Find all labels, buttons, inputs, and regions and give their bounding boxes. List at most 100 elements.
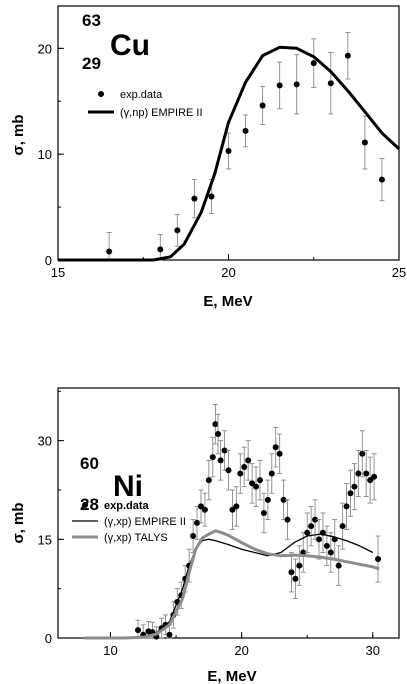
y-tick-label: 30 xyxy=(38,434,52,449)
x-tick-label: 25 xyxy=(392,265,406,280)
data-point xyxy=(190,533,197,540)
data-point xyxy=(237,470,244,477)
chart-cu-legend: exp.data (γ,np) EMPIRE II xyxy=(88,89,203,119)
data-point xyxy=(208,193,215,200)
data-point xyxy=(375,556,382,563)
data-point xyxy=(310,60,317,67)
data-point xyxy=(327,549,334,556)
data-point xyxy=(174,227,181,234)
data-point xyxy=(315,536,322,543)
data-point xyxy=(268,470,275,477)
data-point xyxy=(296,562,303,569)
chart-ni-frame xyxy=(57,387,400,639)
data-point xyxy=(233,503,240,510)
x-tick-label: 15 xyxy=(51,265,65,280)
chart-cu: 15 20 25 0 10 20 63 29 Cu E, MeV σ, mb exp.da… xyxy=(10,5,406,310)
legend-marker xyxy=(98,91,104,97)
chart-cu-atomic-number: 29 xyxy=(82,54,101,73)
data-point xyxy=(225,147,232,154)
y-tick-label: 10 xyxy=(38,147,52,162)
data-point xyxy=(201,506,208,513)
data-point xyxy=(378,176,385,183)
chart-ni-legend: exp.data (γ,xp) EMPIRE II (γ,xp) TALYS xyxy=(72,500,186,544)
data-point xyxy=(212,421,219,428)
data-point xyxy=(225,467,232,474)
legend-label: exp.data xyxy=(104,500,150,512)
chart-cu-x-axis-label: E, MeV xyxy=(203,293,252,310)
data-point xyxy=(135,627,142,634)
y-tick-label: 15 xyxy=(38,532,52,547)
data-point xyxy=(253,483,260,490)
data-point xyxy=(300,549,307,556)
data-point xyxy=(327,80,334,87)
series-line xyxy=(84,533,374,639)
data-point xyxy=(209,454,216,461)
data-point xyxy=(197,503,204,510)
legend-label: (γ,xp) EMPIRE II xyxy=(104,516,186,528)
series-line xyxy=(84,529,380,640)
data-point xyxy=(106,248,113,255)
chart-cu-mass-number: 63 xyxy=(82,11,101,30)
data-point xyxy=(272,444,279,451)
data-point xyxy=(205,477,212,484)
data-point xyxy=(339,523,346,530)
data-point xyxy=(276,450,283,457)
data-point xyxy=(157,246,164,253)
data-point xyxy=(241,463,248,470)
data-point xyxy=(249,480,256,487)
series-line xyxy=(58,45,401,262)
y-tick-label: 0 xyxy=(45,253,52,268)
data-point xyxy=(221,447,228,454)
data-point xyxy=(288,569,295,576)
data-point xyxy=(264,496,271,503)
data-point xyxy=(259,102,266,109)
data-point xyxy=(304,529,311,536)
x-tick-label: 30 xyxy=(366,643,380,658)
data-point xyxy=(256,477,263,484)
data-point xyxy=(191,195,198,202)
data-point xyxy=(242,127,249,134)
chart-ni-element-symbol: Ni xyxy=(113,470,143,503)
legend-label: (γ,xp) TALYS xyxy=(104,532,168,544)
chart-ni-x-axis-label: E, MeV xyxy=(207,668,256,684)
chart-cu-y-axis-label: σ, mb xyxy=(10,114,27,155)
data-point xyxy=(280,496,287,503)
data-point xyxy=(276,82,283,89)
data-point xyxy=(215,431,222,438)
legend-label: (γ,np) EMPIRE II xyxy=(120,107,203,119)
data-point xyxy=(260,510,267,516)
data-point xyxy=(245,457,252,464)
data-point xyxy=(166,631,173,638)
data-point xyxy=(323,542,330,549)
data-point xyxy=(293,81,300,88)
chart-cu-element-symbol: Cu xyxy=(110,29,150,62)
data-point xyxy=(217,457,224,464)
data-point xyxy=(312,516,319,523)
data-point xyxy=(361,139,368,146)
chart-ni: 10 20 30 0 15 30 60 28 Ni E, MeV σ, mb exp.da… xyxy=(10,387,400,684)
data-point xyxy=(194,519,201,526)
data-point xyxy=(351,483,358,490)
data-point xyxy=(343,503,350,510)
chart-ni-atomic-number: 28 xyxy=(80,495,99,514)
x-tick-label: 20 xyxy=(234,643,248,658)
data-point xyxy=(308,523,315,530)
data-point xyxy=(347,490,354,497)
y-tick-label: 0 xyxy=(45,631,52,646)
x-tick-label: 10 xyxy=(103,643,117,658)
legend-label: exp.data xyxy=(120,89,163,101)
y-tick-label: 20 xyxy=(38,41,52,56)
data-point xyxy=(359,450,366,457)
data-point xyxy=(229,506,236,513)
data-point xyxy=(284,516,291,523)
data-point xyxy=(371,473,378,480)
chart-ni-mass-number: 60 xyxy=(80,454,99,473)
data-point xyxy=(367,477,374,484)
x-tick-label: 20 xyxy=(221,265,235,280)
data-point xyxy=(355,470,362,477)
legend-marker xyxy=(82,502,88,508)
data-point xyxy=(344,52,351,59)
data-point xyxy=(292,575,299,582)
data-point xyxy=(335,562,342,569)
